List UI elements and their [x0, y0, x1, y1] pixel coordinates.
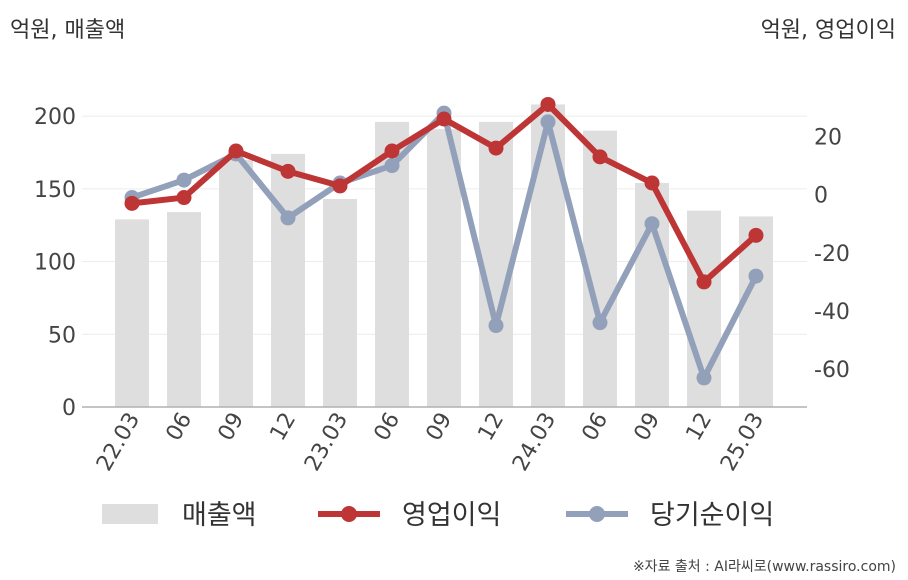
x-tick-label: 12 [474, 409, 510, 446]
bar-revenue [115, 219, 149, 407]
right-tick-label: 0 [814, 184, 828, 209]
bar-revenue [479, 121, 513, 407]
left-tick-label: 100 [34, 251, 76, 276]
bar-revenue [531, 104, 565, 408]
x-tick-label: 06 [162, 409, 198, 446]
point-operating-profit [488, 140, 504, 156]
point-net-income [384, 158, 400, 174]
x-tick-label: 24.03 [508, 409, 561, 476]
point-operating-profit [228, 143, 244, 159]
point-operating-profit [332, 178, 348, 194]
point-operating-profit [696, 274, 712, 290]
legend-marker-operating-profit [341, 506, 357, 522]
legend-swatch-revenue [102, 504, 158, 524]
left-axis-ticks: 0 50 100 150 200 [34, 105, 76, 421]
bar-revenue [219, 159, 253, 407]
source-note: ※자료 출처 : AI라씨로(www.rassiro.com) [633, 559, 896, 575]
x-tick-label: 09 [422, 409, 458, 446]
point-net-income [696, 370, 712, 386]
legend-label-operating-profit: 영업이익 [402, 500, 501, 531]
legend: 매출액 영업이익 당기순이익 [102, 500, 774, 531]
bar-revenue [427, 129, 461, 407]
point-operating-profit [384, 143, 400, 159]
legend-label-net-income: 당기순이익 [650, 500, 774, 531]
point-net-income [748, 268, 764, 284]
point-operating-profit [124, 195, 140, 211]
x-tick-label: 09 [630, 409, 666, 446]
right-tick-label: 20 [814, 125, 842, 150]
point-operating-profit [644, 175, 660, 191]
point-net-income [540, 114, 556, 130]
point-operating-profit [748, 227, 764, 243]
line-series [124, 96, 764, 386]
left-tick-label: 200 [34, 105, 76, 130]
left-tick-label: 0 [62, 396, 76, 421]
point-operating-profit [540, 96, 556, 112]
right-tick-label: -20 [814, 242, 850, 267]
point-operating-profit [436, 111, 452, 127]
left-tick-label: 50 [48, 323, 76, 348]
point-net-income [176, 172, 192, 188]
bar-revenue [271, 153, 305, 407]
x-tick-label: 06 [578, 409, 614, 446]
x-tick-label: 09 [214, 409, 250, 446]
left-axis-unit: 억원, 매출액 [10, 18, 125, 43]
point-operating-profit [592, 149, 608, 165]
x-tick-label: 12 [266, 409, 302, 446]
point-operating-profit [280, 163, 296, 179]
x-tick-label: 23.03 [300, 409, 353, 476]
point-net-income [280, 210, 296, 226]
x-tick-label: 06 [370, 409, 406, 446]
x-tick-label: 25.03 [716, 409, 769, 476]
legend-marker-net-income [589, 506, 605, 522]
right-axis-ticks: -60 -40 -20 0 20 [814, 125, 850, 383]
left-tick-label: 150 [34, 178, 76, 203]
right-tick-label: -40 [814, 300, 850, 325]
bar-revenue [323, 199, 357, 407]
point-operating-profit [176, 190, 192, 206]
x-tick-label: 12 [682, 409, 718, 446]
legend-label-revenue: 매출액 [182, 500, 257, 531]
right-tick-label: -60 [814, 358, 850, 383]
point-net-income [644, 216, 660, 232]
right-axis-unit: 억원, 영업이익 [761, 18, 896, 43]
point-net-income [488, 318, 504, 334]
x-tick-label: 22.03 [92, 409, 145, 476]
point-net-income [592, 315, 608, 331]
bar-series [115, 104, 773, 408]
bar-revenue [167, 212, 201, 407]
